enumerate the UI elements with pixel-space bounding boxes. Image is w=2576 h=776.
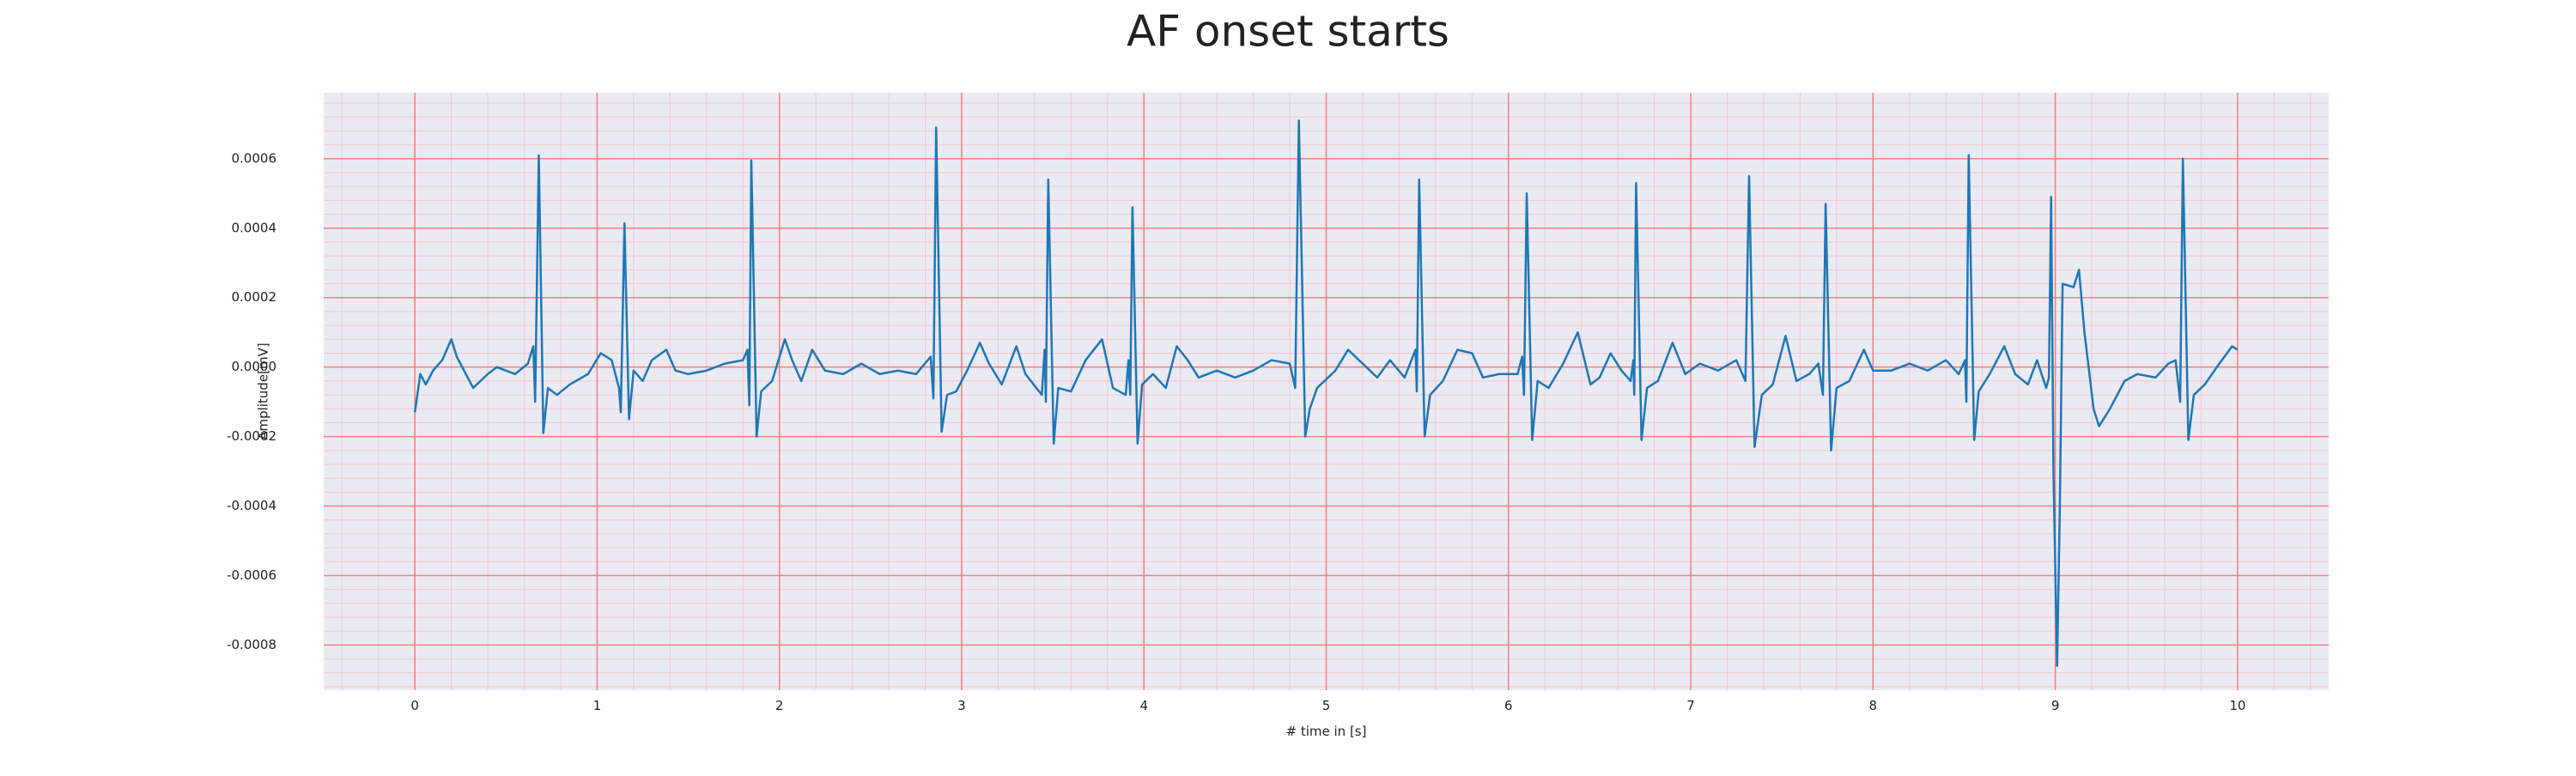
y-tick-label: 0.0004	[232, 220, 277, 235]
chart-title: AF onset starts	[1127, 7, 1449, 57]
x-tick-label: 1	[593, 698, 602, 713]
y-tick-label: 0.0000	[232, 359, 277, 374]
y-tick-label: -0.0004	[227, 498, 276, 513]
x-tick-label: 3	[957, 698, 966, 713]
x-tick-label: 4	[1139, 698, 1148, 713]
x-tick-label: 10	[2229, 698, 2245, 713]
x-tick-label: 5	[1322, 698, 1331, 713]
x-axis-label: # time in [s]	[1286, 724, 1367, 739]
y-tick-label: -0.0002	[227, 428, 276, 444]
y-tick-label: 0.0006	[232, 150, 277, 166]
x-tick-label: 2	[775, 698, 784, 713]
x-tick-label: 9	[2051, 698, 2060, 713]
y-axis-label: Amplitude[mV]	[256, 343, 271, 440]
y-tick-label: 0.0002	[232, 289, 277, 305]
x-tick-label: 6	[1504, 698, 1513, 713]
y-tick-label: -0.0006	[227, 567, 276, 583]
ecg-line	[413, 119, 2239, 667]
x-tick-label: 0	[410, 698, 419, 713]
y-tick-label: -0.0008	[227, 637, 276, 652]
x-tick-label: 8	[1869, 698, 1878, 713]
x-tick-label: 7	[1686, 698, 1695, 713]
